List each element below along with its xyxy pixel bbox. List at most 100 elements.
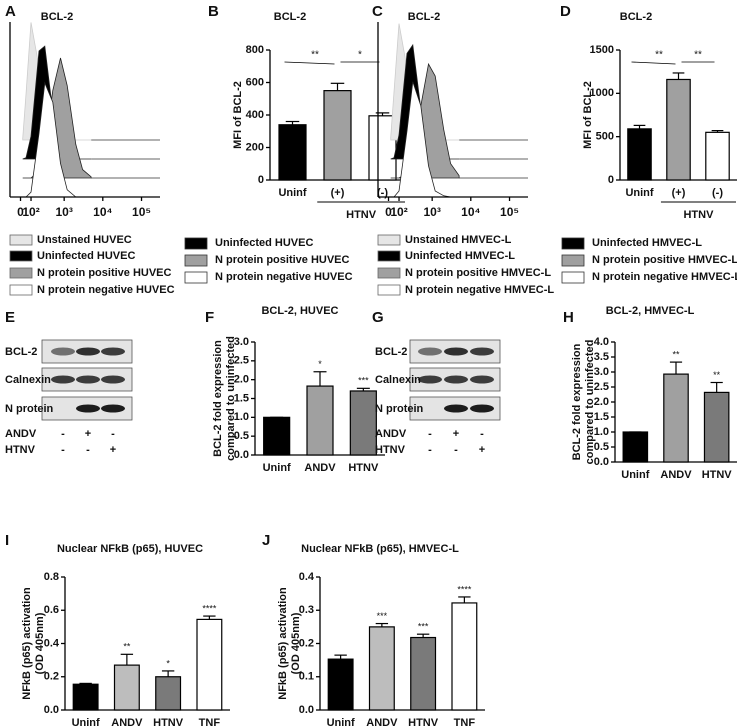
bar — [368, 626, 395, 711]
legend-label: Uninfected HMVEC-L — [405, 250, 515, 262]
blot-row-label: BCL-2 — [375, 346, 407, 358]
condition-label: ANDV — [375, 428, 407, 440]
bar — [278, 124, 307, 181]
x-tick-label: 10⁵ — [132, 205, 151, 219]
y-tick-label: 3.0 — [594, 366, 609, 378]
significance-label: **** — [457, 584, 472, 594]
x-tick-label: Uninf — [72, 717, 100, 727]
legend-swatch — [9, 234, 33, 246]
legend-label: N protein negative HMVEC-L — [592, 271, 737, 283]
bar — [113, 664, 140, 711]
blot-row-label: Calnexin — [5, 374, 51, 386]
y-tick-label: 0.5 — [594, 441, 609, 453]
significance-label: ** — [311, 50, 319, 61]
condition-sign: + — [453, 428, 459, 440]
legend-swatch — [9, 267, 33, 279]
blot-band — [101, 347, 125, 356]
chart-title: BCL-2, HUVEC — [261, 305, 338, 317]
y-axis-label: MFI of BCL-2 — [232, 81, 244, 149]
blot-band — [444, 404, 468, 413]
bar — [666, 78, 691, 181]
blot-row-label: Calnexin — [375, 374, 421, 386]
y-tick-label: 0.4 — [44, 637, 60, 649]
chart-title: BCL-2, HMVEC-L — [606, 305, 695, 317]
legend-label: N protein positive HUVEC — [37, 267, 172, 279]
panel-label: J — [262, 532, 270, 549]
bar — [72, 683, 99, 711]
bar — [622, 431, 649, 463]
condition-sign: + — [479, 444, 485, 456]
blot-band — [76, 347, 100, 356]
condition-sign: - — [428, 444, 432, 456]
y-axis-label: BCL-2 fold expression — [212, 340, 224, 457]
y-tick-label: 1000 — [590, 87, 614, 99]
y-tick-label: 0.6 — [44, 604, 59, 616]
blot-band — [101, 404, 125, 413]
significance-label: ** — [123, 642, 131, 652]
x-tick-label: 10² — [390, 205, 407, 219]
significance-label: **** — [202, 603, 217, 613]
y-tick-label: 0.8 — [44, 571, 59, 583]
significance-label: *** — [377, 611, 388, 621]
x-tick-label: HTNV — [348, 462, 379, 474]
chart-title: Nuclear NFkB (p65), HMVEC-L — [301, 543, 459, 555]
legend-swatch — [377, 284, 401, 296]
legend-label: N protein positive HMVEC-L — [592, 254, 737, 266]
condition-sign: + — [85, 428, 91, 440]
bar — [263, 416, 291, 456]
y-axis-label: compared to uninfected — [225, 336, 237, 461]
condition-sign: - — [454, 444, 458, 456]
y-tick-label: 0.4 — [299, 571, 315, 583]
blot-band — [470, 404, 494, 413]
legend-label: N protein negative HMVEC-L — [405, 284, 554, 296]
x-tick-label: ANDV — [366, 717, 398, 727]
panel-label: E — [5, 309, 15, 326]
x-tick-label: 10⁵ — [500, 205, 519, 219]
y-axis-label: NFkB (p65) activation — [277, 587, 289, 700]
condition-label: HTNV — [5, 444, 36, 456]
x-tick-label: HTNV — [408, 717, 439, 727]
legend-label: N protein positive HUVEC — [215, 254, 350, 266]
legend-swatch — [377, 267, 401, 279]
condition-sign: + — [110, 444, 116, 456]
legend-swatch — [184, 237, 208, 250]
legend-swatch — [9, 284, 33, 296]
y-tick-label: 2.0 — [594, 396, 609, 408]
significance-label: ** — [694, 50, 702, 61]
condition-label: ANDV — [5, 428, 37, 440]
x-tick-label: Uninf — [625, 187, 653, 199]
significance-bracket — [284, 61, 335, 65]
blot-row-label: N protein — [5, 403, 54, 415]
x-tick-label: 10⁴ — [461, 205, 480, 219]
blot-band — [76, 375, 100, 384]
bar — [306, 385, 334, 456]
legend-label: Uninfected HUVEC — [37, 250, 135, 262]
significance-label: * — [318, 359, 322, 369]
blot-band — [444, 347, 468, 356]
condition-sign: - — [86, 444, 90, 456]
bar — [451, 602, 478, 711]
blot-band — [470, 375, 494, 384]
x-tick-label: 0 — [385, 205, 392, 219]
blot-band — [101, 375, 125, 384]
x-tick-label: 0 — [17, 205, 24, 219]
x-tick-label: (+) — [672, 187, 686, 199]
bar — [627, 128, 652, 181]
x-tick-label: TNF — [199, 717, 221, 727]
bar — [705, 131, 730, 181]
histogram-curve — [22, 57, 92, 179]
significance-label: * — [166, 658, 170, 668]
histogram-curve — [390, 62, 460, 179]
significance-label: ** — [713, 370, 721, 380]
significance-label: * — [358, 50, 362, 61]
y-tick-label: 800 — [246, 44, 264, 56]
y-tick-label: 0.0 — [234, 449, 249, 461]
condition-sign: - — [480, 428, 484, 440]
x-tick-label: 10⁴ — [93, 205, 112, 219]
y-tick-label: 1.5 — [234, 392, 249, 404]
y-tick-label: 0 — [258, 174, 264, 186]
condition-label: HTNV — [375, 444, 406, 456]
y-tick-label: 0.0 — [299, 704, 314, 716]
y-tick-label: 0.2 — [299, 637, 314, 649]
legend-label: N protein positive HMVEC-L — [405, 267, 551, 279]
